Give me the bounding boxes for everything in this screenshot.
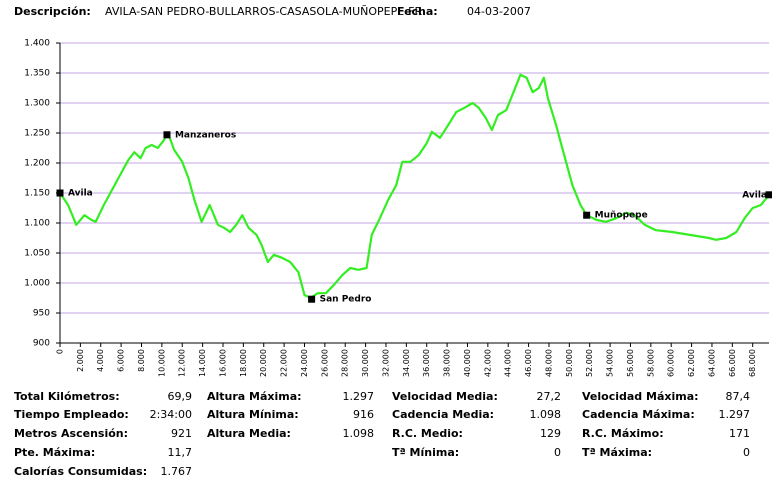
stat-value: 0 (554, 446, 561, 459)
x-tick-label: 16.000 (218, 349, 227, 377)
stat-label: Cadencia Máxima: (582, 408, 695, 421)
stat-value: 916 (353, 408, 374, 421)
stat-label: Pte. Máxima: (14, 446, 95, 459)
x-tick-label: 28.000 (341, 349, 350, 377)
y-tick-label: 1.350 (24, 69, 50, 79)
x-tick-label: 52.000 (585, 349, 594, 377)
y-tick-label: 900 (33, 339, 50, 349)
annotation-label: Avila (742, 190, 767, 200)
x-tick-label: 36.000 (422, 349, 431, 377)
annotation-marker (56, 189, 64, 197)
x-tick-label: 6.000 (117, 349, 126, 372)
x-tick-label: 34.000 (402, 349, 411, 377)
description-label: Descripción: (14, 5, 91, 18)
x-tick-label: 62.000 (687, 349, 696, 377)
x-tick-label: 20.000 (259, 349, 268, 377)
stat-value: 11,7 (168, 446, 193, 459)
x-tick-label: 0 (56, 349, 65, 354)
y-tick-label: 1.400 (24, 39, 50, 49)
x-tick-label: 46.000 (524, 349, 533, 377)
stat-label: Cadencia Media: (392, 408, 494, 421)
stat-label: Tª Mínima: (392, 446, 459, 459)
annotation-label: Muñopepe (595, 211, 648, 221)
y-tick-label: 1.100 (24, 219, 50, 229)
y-tick-label: 1.050 (24, 249, 50, 259)
stat-value: 69,9 (168, 390, 193, 403)
stat-label: Velocidad Media: (392, 390, 498, 403)
x-tick-label: 48.000 (544, 349, 553, 377)
y-tick-label: 950 (33, 309, 50, 319)
x-tick-label: 14.000 (198, 349, 207, 377)
x-tick-label: 44.000 (504, 349, 513, 377)
x-tick-label: 58.000 (646, 349, 655, 377)
stat-label: Calorías Consumidas: (14, 465, 147, 478)
x-tick-label: 24.000 (300, 349, 309, 377)
annotation-label: Avila (68, 189, 93, 199)
y-tick-label: 1.200 (24, 159, 50, 169)
stat-value: 1.297 (343, 390, 375, 403)
x-tick-label: 64.000 (707, 349, 716, 377)
y-tick-label: 1.150 (24, 189, 50, 199)
x-tick-label: 68.000 (748, 349, 757, 377)
x-tick-label: 2.000 (76, 349, 85, 372)
date: 04-03-2007 (467, 5, 531, 18)
stat-value: 1.297 (719, 408, 751, 421)
x-tick-label: 4.000 (96, 349, 105, 372)
stat-value: 27,2 (537, 390, 562, 403)
stat-label: Metros Ascensión: (14, 427, 128, 440)
stat-value: 921 (171, 427, 192, 440)
x-tick-label: 30.000 (361, 349, 370, 377)
stat-label: Velocidad Máxima: (582, 390, 699, 403)
y-tick-label: 1.300 (24, 99, 50, 109)
x-tick-label: 60.000 (667, 349, 676, 377)
annotation-marker (583, 211, 591, 219)
annotation-label: Manzaneros (175, 130, 236, 140)
annotation-label: San Pedro (320, 295, 372, 305)
y-tick-label: 1.000 (24, 279, 50, 289)
x-tick-label: 32.000 (381, 349, 390, 377)
stat-value: 1.098 (530, 408, 562, 421)
x-tick-label: 40.000 (463, 349, 472, 377)
stat-value: 129 (540, 427, 561, 440)
annotation-marker (163, 131, 171, 139)
x-tick-label: 18.000 (239, 349, 248, 377)
stat-label: Tª Máxima: (582, 446, 652, 459)
stat-label: R.C. Medio: (392, 427, 463, 440)
stat-value: 87,4 (726, 390, 751, 403)
y-tick-label: 1.250 (24, 129, 50, 139)
stat-value: 1.098 (343, 427, 375, 440)
x-tick-label: 54.000 (606, 349, 615, 377)
x-tick-label: 26.000 (320, 349, 329, 377)
x-tick-label: 38.000 (443, 349, 452, 377)
stat-value: 2:34:00 (150, 408, 192, 421)
elevation-line (59, 73, 770, 300)
x-tick-label: 22.000 (280, 349, 289, 377)
x-tick-label: 8.000 (137, 349, 146, 372)
x-tick-label: 12.000 (178, 349, 187, 377)
stat-label: Total Kilómetros: (14, 390, 120, 403)
stat-label: Altura Máxima: (207, 390, 302, 403)
annotation-marker (308, 295, 316, 303)
stat-value: 1.767 (161, 465, 193, 478)
stat-label: R.C. Máximo: (582, 427, 664, 440)
stat-value: 0 (743, 446, 750, 459)
x-tick-label: 50.000 (565, 349, 574, 377)
x-tick-label: 66.000 (728, 349, 737, 377)
date-label: Fecha: (397, 5, 438, 18)
x-tick-label: 42.000 (483, 349, 492, 377)
annotation-marker (765, 191, 772, 199)
stat-value: 171 (729, 427, 750, 440)
stat-label: Tiempo Empleado: (14, 408, 129, 421)
x-tick-label: 56.000 (626, 349, 635, 377)
description: AVILA-SAN PEDRO-BULLARROS-CASASOLA-MUÑOP… (105, 5, 423, 18)
stat-label: Altura Media: (207, 427, 291, 440)
stat-label: Altura Mínima: (207, 408, 299, 421)
x-tick-label: 10.000 (157, 349, 166, 377)
